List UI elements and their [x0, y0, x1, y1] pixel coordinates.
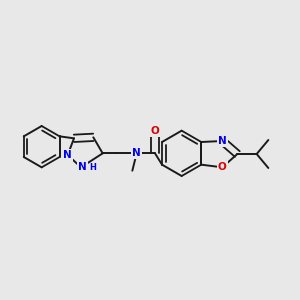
- Text: N: N: [78, 162, 87, 172]
- Text: O: O: [218, 162, 227, 172]
- Text: N: N: [218, 136, 227, 146]
- Text: H: H: [89, 164, 96, 172]
- Text: O: O: [151, 126, 159, 136]
- Text: N: N: [132, 148, 141, 158]
- Text: N: N: [63, 150, 72, 160]
